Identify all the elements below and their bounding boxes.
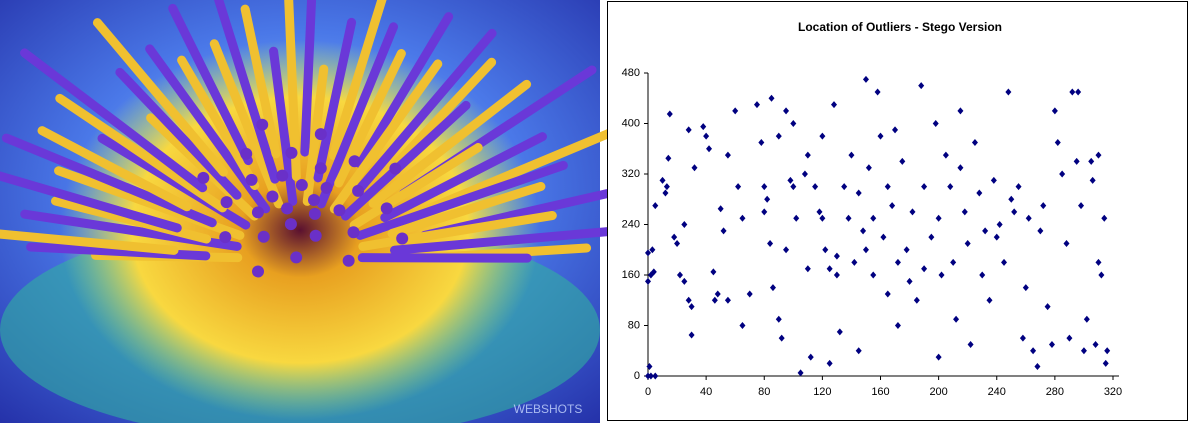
y-tick-label: 160 [622,269,640,281]
stamen-tip [256,119,268,131]
x-tick-label: 240 [988,386,1006,398]
watermark: WEBSHOTS [514,402,583,416]
stamen-tip [252,265,264,277]
stamen-tip [266,191,278,203]
stamen-tip [333,204,345,216]
stamen-tip [381,202,393,214]
y-tick-label: 240 [622,218,640,230]
stamen-tip [296,179,308,191]
x-tick-label: 320 [1104,386,1122,398]
y-tick-label: 320 [622,168,640,180]
stamen-tip [396,232,408,244]
stamen-tip [276,170,288,182]
x-tick-label: 0 [645,386,651,398]
stamen-tip [219,231,231,243]
stamen-tip [197,172,209,184]
x-tick-label: 40 [700,386,712,398]
stamen-tip [246,174,258,186]
y-tick-label: 0 [634,370,640,382]
stamen-tip [315,128,327,140]
stamen-tip [347,226,359,238]
photo: WEBSHOTS [0,0,616,423]
stamen-tip [240,148,252,160]
stamen-tip [281,202,293,214]
y-tick-label: 80 [628,319,640,331]
stamen-tip [310,230,322,242]
x-tick-label: 280 [1046,386,1064,398]
stamen-tip [252,206,264,218]
stamen-tip [352,185,364,197]
stamen-tip [221,196,233,208]
stamen-tip [321,182,333,194]
stamen-tip [309,208,321,220]
x-tick-label: 160 [871,386,889,398]
stamen-tip [308,194,320,206]
stamen-tip [315,162,327,174]
stamen-tip [258,231,270,243]
stamen-tip [285,218,297,230]
chart-frame [608,2,1188,421]
stamen-tip [285,147,297,159]
stamen-tip [389,163,401,175]
x-tick-label: 200 [929,386,947,398]
stamen-tip [349,155,361,167]
stamen-tip [343,255,355,267]
y-tick-label: 400 [622,117,640,129]
stamen-tip [290,251,302,263]
y-tick-label: 480 [622,67,640,79]
x-tick-label: 120 [813,386,831,398]
chart-title: Location of Outliers - Stego Version [798,20,1002,34]
x-tick-label: 80 [758,386,770,398]
